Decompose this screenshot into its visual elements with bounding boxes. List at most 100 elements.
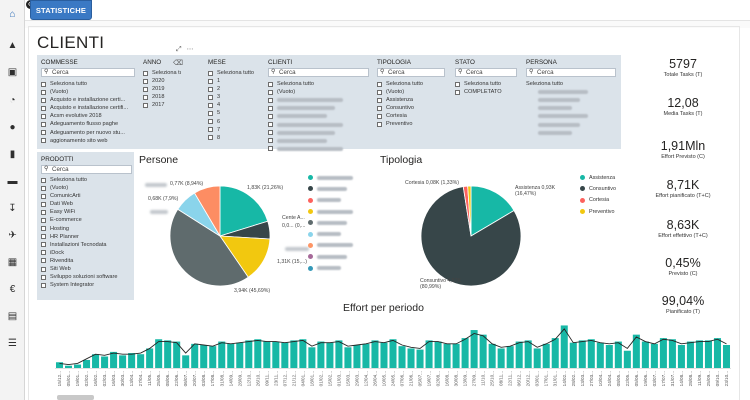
slicer-item[interactable]: Seleziona tutto <box>41 80 135 88</box>
slicer-item[interactable]: Seleziona tutto <box>526 80 616 88</box>
checkbox[interactable] <box>41 105 46 111</box>
bar[interactable] <box>407 348 415 368</box>
bar[interactable] <box>587 339 595 368</box>
slicer-item[interactable]: Adeguamento per nuovo stu... <box>41 129 135 137</box>
checkbox[interactable] <box>268 113 273 119</box>
bar[interactable] <box>236 342 244 368</box>
checkbox[interactable] <box>41 242 46 248</box>
visual-header-icons[interactable]: ⤢ ⋯ <box>176 45 194 54</box>
bar[interactable] <box>578 340 586 368</box>
calendar-icon[interactable]: ▦ <box>7 256 18 268</box>
bar[interactable] <box>398 346 406 368</box>
bar[interactable] <box>506 346 514 368</box>
id-card-icon[interactable]: ▮ <box>9 148 16 160</box>
slicer-item[interactable]: (Vuoto) <box>268 88 369 96</box>
checkbox[interactable] <box>208 135 213 141</box>
checkbox[interactable] <box>208 78 213 84</box>
pie-chart-persone[interactable] <box>170 186 270 286</box>
slicer-item[interactable]: Consuntivo <box>377 104 445 112</box>
plane-icon[interactable]: ✈ <box>8 229 17 241</box>
bar[interactable] <box>55 362 64 368</box>
bar[interactable] <box>605 345 613 368</box>
bar[interactable] <box>182 355 190 368</box>
search-input[interactable]: ⚲ Cerca <box>455 68 517 77</box>
slicer-item[interactable]: (Vuoto) <box>377 88 445 96</box>
bar[interactable] <box>713 338 721 368</box>
slicer-item[interactable]: 2018 <box>143 93 181 101</box>
bar[interactable] <box>569 342 577 368</box>
pie-slice-0[interactable] <box>470 186 515 237</box>
bar[interactable] <box>65 365 73 368</box>
slicer-item-redacted[interactable] <box>526 120 616 128</box>
checkbox[interactable] <box>143 78 148 84</box>
bar[interactable] <box>596 342 604 368</box>
clear-selection-icon[interactable]: ⌫ <box>173 60 183 67</box>
legend-item[interactable] <box>308 262 353 273</box>
bar[interactable] <box>83 359 91 368</box>
bar[interactable] <box>488 343 496 368</box>
legend-item[interactable]: Preventivo <box>580 206 616 217</box>
checkbox[interactable] <box>41 138 46 144</box>
checkbox[interactable] <box>41 234 46 240</box>
legend-item[interactable] <box>308 228 353 239</box>
checkbox[interactable] <box>41 201 46 207</box>
bar[interactable] <box>101 356 109 369</box>
checkbox[interactable] <box>208 102 213 108</box>
slicer-item-redacted[interactable] <box>526 112 616 120</box>
pie-chart-icon[interactable]: ◔ <box>9 94 16 106</box>
search-input[interactable]: ⚲ Cerca <box>268 68 369 77</box>
bar[interactable] <box>254 339 262 368</box>
bar[interactable] <box>272 341 280 368</box>
checkbox[interactable] <box>455 81 460 87</box>
bar[interactable] <box>308 347 316 368</box>
slicer-item-redacted[interactable] <box>268 104 369 112</box>
slicer-item-redacted[interactable] <box>268 137 369 145</box>
bar[interactable] <box>515 341 523 368</box>
legend-item[interactable]: Consuntivo <box>580 183 616 194</box>
bar[interactable] <box>263 341 271 368</box>
checkbox[interactable] <box>268 122 273 128</box>
checkbox[interactable] <box>208 127 213 133</box>
bar[interactable] <box>137 354 145 368</box>
bar[interactable] <box>551 338 559 368</box>
bar[interactable] <box>281 342 289 368</box>
bar[interactable] <box>227 343 235 368</box>
checkbox[interactable] <box>41 130 46 136</box>
checkbox[interactable] <box>41 81 46 87</box>
bar[interactable] <box>335 340 343 368</box>
bar[interactable] <box>470 330 478 368</box>
bar[interactable] <box>623 350 631 368</box>
bar[interactable] <box>155 339 163 368</box>
bar[interactable] <box>191 343 199 368</box>
checkbox[interactable] <box>377 122 382 128</box>
home-icon[interactable]: ⌂ <box>9 8 16 20</box>
slicer-item[interactable]: (Vuoto) <box>41 88 135 96</box>
bar[interactable] <box>461 338 469 368</box>
legend-item[interactable] <box>308 217 353 228</box>
slicer-item[interactable]: Rivendita <box>41 257 132 265</box>
checkbox[interactable] <box>41 193 46 199</box>
slicer-item-redacted[interactable] <box>526 88 616 96</box>
slicer-item[interactable]: 5 <box>208 109 258 117</box>
search-input[interactable]: ⚲ Cerca <box>377 68 445 77</box>
checkbox[interactable] <box>143 70 148 76</box>
checkbox[interactable] <box>41 274 46 280</box>
bar[interactable] <box>614 341 622 368</box>
bar[interactable] <box>497 348 505 368</box>
slicer-item[interactable]: Easy WiFi <box>41 208 132 216</box>
checkbox[interactable] <box>41 209 46 215</box>
slicer-item[interactable]: iDock <box>41 249 132 257</box>
checkbox[interactable] <box>208 119 213 125</box>
legend-item[interactable] <box>308 206 353 217</box>
slicer-item[interactable]: Preventivo <box>377 120 445 128</box>
checkbox[interactable] <box>208 70 213 76</box>
bar[interactable] <box>299 339 307 368</box>
bar[interactable] <box>92 354 100 368</box>
slicer-item[interactable]: Adeguamento flusso paghe <box>41 120 135 128</box>
legend-item[interactable] <box>308 172 353 183</box>
legend-item[interactable] <box>308 195 353 206</box>
bar[interactable] <box>173 341 181 368</box>
bar[interactable] <box>686 341 694 368</box>
slicer-item[interactable]: 2017 <box>143 101 181 109</box>
checkbox[interactable] <box>455 89 460 95</box>
